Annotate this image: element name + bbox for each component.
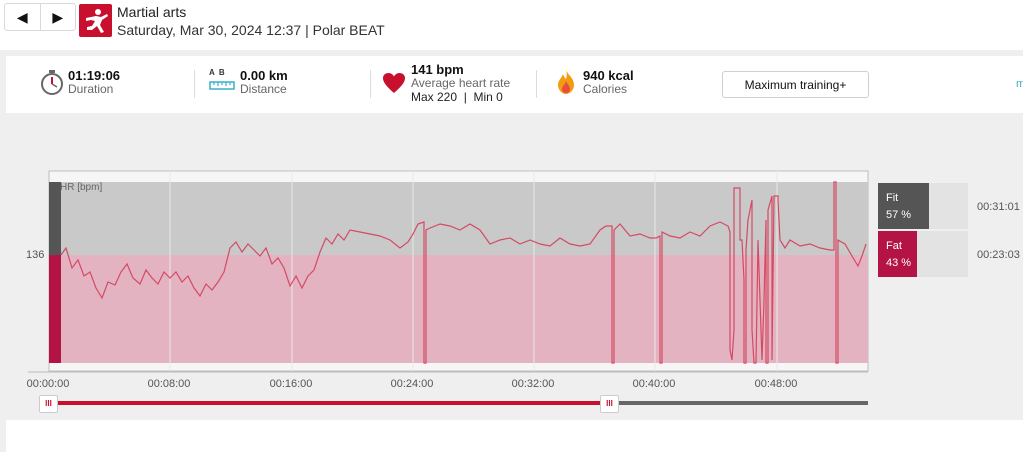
zone-fat-bar [878, 231, 917, 277]
x-tick-label: 00:48:00 [754, 378, 798, 390]
hr-max-min: Max 220 | Min 0 [411, 90, 503, 104]
zone-fit-percent: 57 % [886, 209, 912, 221]
y-tick-label: 136 [26, 249, 45, 261]
duration-value: 01:19:06 [68, 68, 121, 83]
bottom-panel [6, 420, 1023, 452]
session-subtitle: Saturday, Mar 30, 2024 12:37 | Polar BEA… [117, 22, 385, 38]
heart-rate-metric: 141 bpm Average heart rate Max 220 | Min… [411, 62, 510, 104]
next-activity-button[interactable]: ▶ [39, 4, 76, 30]
fit-zone-marker [49, 182, 61, 255]
calories-value: 940 kcal [583, 68, 634, 83]
more-link[interactable]: m [1016, 78, 1023, 90]
calories-label: Calories [583, 82, 628, 96]
activity-nav: ◀ ▶ [4, 3, 76, 31]
fit-zone-band [49, 182, 868, 255]
x-tick-label: 00:24:00 [390, 378, 434, 390]
previous-activity-button[interactable]: ◀ [16, 8, 28, 25]
distance-icon: A B [209, 68, 237, 96]
zone-fit-name: Fit [886, 192, 899, 204]
divider [536, 70, 537, 98]
hr-chart-area: 136 HR [bpm] 00:00:00 00:08:00 00:16:00 … [0, 160, 1023, 420]
stopwatch-icon [40, 70, 64, 101]
divider [194, 70, 195, 98]
timeline-start-handle[interactable]: III [39, 395, 58, 413]
zone-fat-percent: 43 % [886, 257, 912, 269]
martial-arts-icon [79, 4, 112, 37]
fat-zone-band [49, 255, 868, 363]
divider [370, 70, 371, 98]
zone-fit: Fit 57 % [878, 183, 968, 229]
hr-chart[interactable]: HR [bpm] [0, 160, 1023, 390]
zone-fat-name: Fat [886, 240, 902, 252]
training-benefit-button[interactable]: Maximum training+ [722, 71, 869, 98]
hr-series-line [60, 181, 867, 364]
timeline-end-handle[interactable]: III [600, 395, 619, 413]
zone-fat: Fat 43 % [878, 231, 968, 277]
calories-metric: 940 kcal Calories [583, 68, 634, 96]
distance-value: 0.00 km [240, 68, 288, 83]
x-tick-label: 00:08:00 [147, 378, 191, 390]
fat-zone-marker [49, 255, 61, 363]
grid-lines [169, 171, 778, 371]
zone-fit-time: 00:31:01 [977, 201, 1020, 213]
zone-fit-bar [878, 183, 929, 229]
hr-axis-label: HR [bpm] [60, 182, 102, 193]
distance-label: Distance [240, 82, 287, 96]
distance-metric: 0.00 km Distance [240, 68, 288, 96]
timeline-selected-range [48, 401, 609, 405]
zone-fat-time: 00:23:03 [977, 249, 1020, 261]
hr-value: 141 bpm [411, 62, 464, 77]
duration-metric: 01:19:06 Duration [68, 68, 120, 96]
top-bar: ◀ ▶ Martial arts Saturday, Mar 30, 2024 … [0, 0, 1023, 50]
x-tick-label: 00:00:00 [26, 378, 70, 390]
x-tick-label: 00:40:00 [632, 378, 676, 390]
duration-label: Duration [68, 82, 114, 96]
heart-icon [382, 72, 406, 99]
flame-icon [556, 69, 576, 100]
x-tick-label: 00:32:00 [511, 378, 555, 390]
x-tick-label: 00:16:00 [269, 378, 313, 390]
hr-label: Average heart rate [411, 76, 511, 90]
distance-ab-label: A B [209, 68, 225, 77]
sport-title: Martial arts [117, 4, 187, 20]
summary-panel: 01:19:06 Duration A B 0.00 km Distance 1… [6, 56, 1023, 113]
